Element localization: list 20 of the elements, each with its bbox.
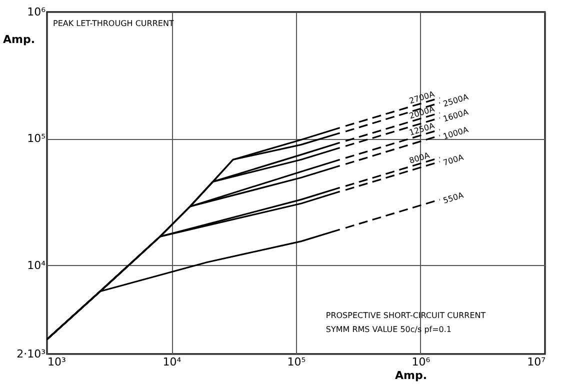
y-tick-label: 2·10³: [16, 348, 46, 360]
text: 800A: [408, 150, 432, 166]
text: 700A: [442, 152, 466, 168]
text: 1000A: [442, 125, 470, 142]
text: 2000A: [408, 104, 436, 121]
text: 550A: [442, 190, 466, 206]
x-tick-label: 10⁷: [527, 356, 546, 368]
y-tick-label: 10⁵: [27, 132, 46, 146]
text: 1250A: [408, 121, 436, 138]
x-tick-label: 10³: [48, 356, 66, 368]
x-tick-label: 10⁴: [162, 356, 182, 368]
x-axis-title: Amp.: [395, 369, 428, 382]
y-axis-title: Amp.: [3, 33, 36, 46]
x-tick-label: 10⁵: [287, 356, 306, 368]
text: 2500A: [442, 92, 470, 109]
y-tick-label: 10⁶: [27, 6, 46, 18]
text: 2700A: [408, 89, 436, 106]
x-tick-label: 10⁶: [412, 356, 431, 368]
y-tick-label: 10⁴: [27, 258, 46, 272]
text: 1600A: [442, 107, 470, 124]
